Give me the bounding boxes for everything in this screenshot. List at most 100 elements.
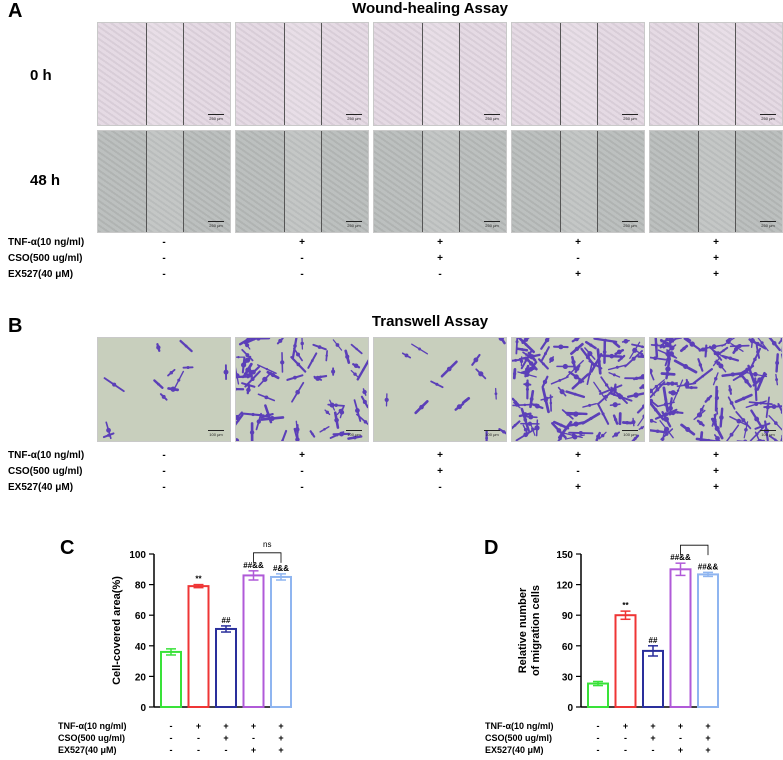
stained-cells (236, 338, 368, 441)
cell-nucleus (715, 436, 720, 441)
cell-nucleus (754, 387, 758, 391)
cell-nucleus (716, 361, 721, 366)
cell-nucleus (588, 372, 592, 376)
transwell-condition-label-1: TNF-α(10 ng/ml) (8, 450, 85, 461)
cell-nucleus (270, 372, 276, 378)
cell-nucleus (296, 362, 301, 367)
cell-nucleus (642, 414, 644, 419)
y-tick-label: 30 (562, 672, 574, 683)
cell-nucleus (529, 397, 534, 401)
wound-condition-sign: - (438, 269, 442, 280)
wound-condition-sign: - (300, 269, 304, 280)
cell-nucleus (741, 418, 746, 423)
transwell-condition-sign: + (713, 466, 719, 477)
chart-condition-sign: + (705, 745, 710, 755)
chart-condition-sign: + (251, 745, 256, 755)
cell-nucleus (566, 412, 570, 416)
cell-nucleus (485, 436, 489, 440)
scale-bar: 250 μm (347, 116, 361, 121)
cell-nucleus (362, 399, 367, 405)
cell-nucleus (435, 382, 439, 386)
y-tick-label: 0 (140, 703, 146, 714)
cell-nucleus (634, 376, 639, 380)
cell-nucleus (519, 359, 524, 363)
wound-condition-sign: - (162, 269, 166, 280)
cell-nucleus (685, 381, 690, 385)
transwell-condition-sign: + (713, 482, 719, 493)
cell-nucleus (514, 400, 518, 404)
chart-condition-label-3: EX527(40 μM) (58, 745, 117, 755)
chart-condition-sign: + (223, 733, 228, 743)
cell-nucleus (361, 368, 365, 372)
chart-condition-sign: - (170, 721, 173, 731)
chart-condition-sign: + (251, 721, 256, 731)
cell-nucleus (701, 347, 705, 352)
cell-nucleus (704, 349, 708, 353)
y-tick-label: 80 (135, 581, 147, 592)
cell-nucleus (528, 361, 534, 366)
cell-nucleus (701, 374, 705, 378)
chart-cell-covered-area: 0 20 40 60 80 100 Cell-covered area(%) ** ## ##&&… (58, 540, 292, 755)
cell-nucleus (760, 341, 764, 345)
significance-label: ## (649, 636, 658, 645)
cell-nucleus (525, 353, 528, 356)
cell-nucleus (574, 338, 579, 342)
cell-nucleus (676, 389, 680, 392)
scale-bar: 250 μm (347, 223, 361, 228)
cell-nucleus (653, 356, 658, 361)
panel-letter-c: C (60, 537, 75, 559)
cell-nucleus (418, 347, 421, 351)
cell-nucleus (670, 390, 676, 396)
chart-condition-sign: + (623, 721, 628, 731)
stained-cells (102, 339, 229, 440)
cell-nucleus (745, 367, 750, 372)
cell-nucleus (335, 433, 339, 437)
cell-nucleus (184, 344, 188, 348)
transwell-condition-sign: + (437, 466, 443, 477)
cell-nucleus (640, 352, 644, 356)
cell-nucleus (730, 372, 735, 377)
cell-nucleus (293, 344, 297, 348)
cell-nucleus (602, 350, 607, 354)
significance-label: ##&& (698, 562, 719, 571)
cell-nucleus (650, 418, 654, 423)
cell-nucleus (588, 403, 592, 407)
cell-nucleus (311, 432, 314, 436)
cell-nucleus (722, 349, 725, 352)
cell-nucleus (729, 338, 732, 340)
chart-condition-sign: - (679, 733, 682, 743)
cell-nucleus (620, 357, 623, 360)
y-tick-label: 150 (556, 550, 573, 561)
wound-image-48h-group-1: 250 μm (97, 130, 231, 233)
bar-group-2 (187, 585, 210, 709)
cell-nucleus (563, 428, 567, 432)
cell-nucleus (562, 363, 568, 370)
y-tick-label: 40 (135, 642, 147, 653)
scale-bar: 250 μm (623, 223, 637, 228)
cell-nucleus (625, 421, 629, 425)
wound-image-0h-group-1: 250 μm (97, 22, 231, 126)
transwell-image-group-4: 100 μm (511, 337, 645, 442)
bar-group-1 (587, 682, 609, 708)
wound-condition-label-3: EX527(40 μM) (8, 269, 74, 280)
significance-label: ##&& (243, 561, 264, 570)
transwell-condition-sign: + (437, 450, 443, 461)
cell-nucleus (331, 369, 336, 374)
cell-nucleus (706, 438, 711, 441)
wound-condition-sign: + (713, 237, 719, 248)
stained-cell (636, 404, 644, 414)
wound-condition-sign: + (299, 237, 305, 248)
significance-label: ** (622, 601, 629, 610)
cell-nucleus (251, 369, 256, 375)
cell-nucleus (664, 397, 668, 401)
cell-nucleus (186, 365, 190, 370)
significance-label: ** (195, 575, 202, 584)
cell-nucleus (663, 416, 669, 422)
cell-nucleus (300, 341, 304, 346)
cell-nucleus (616, 393, 622, 398)
scale-bar: 100 μm (485, 432, 499, 437)
cell-nucleus (293, 375, 297, 380)
cell-nucleus (236, 419, 240, 422)
cell-nucleus (559, 423, 563, 427)
transwell-condition-sign: - (576, 466, 580, 477)
